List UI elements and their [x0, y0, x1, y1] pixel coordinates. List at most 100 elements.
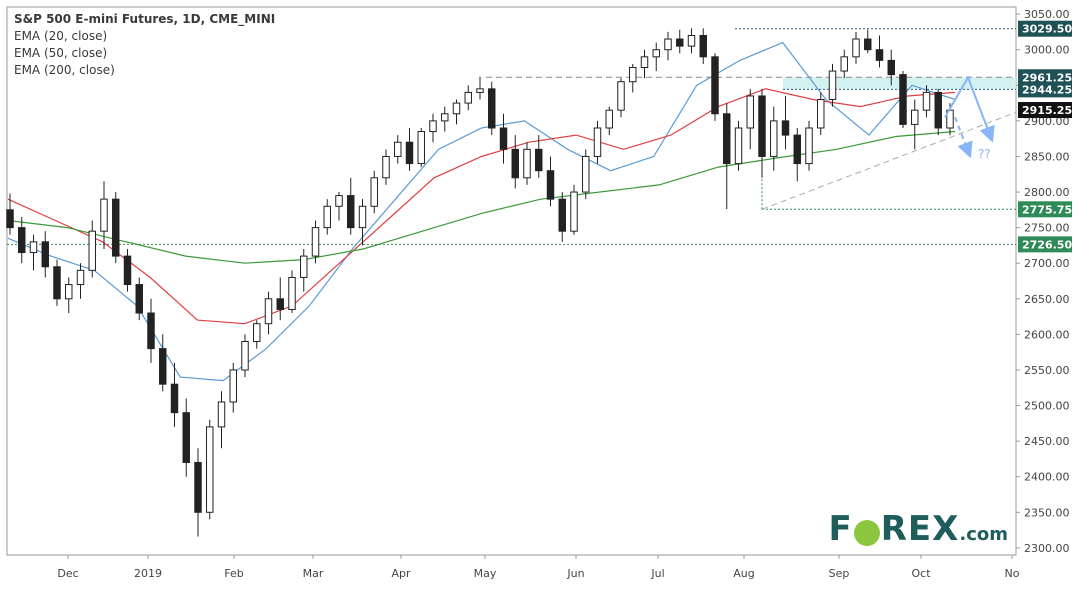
candle: [347, 177, 355, 235]
candle: [382, 149, 390, 185]
candle-body: [405, 141, 414, 165]
candle-body: [805, 127, 813, 165]
candle: [18, 216, 26, 264]
candle-body: [875, 49, 884, 61]
candle-body: [629, 66, 637, 83]
candle-body: [488, 88, 496, 129]
candle-body: [229, 369, 237, 403]
candle: [241, 334, 249, 378]
candle: [253, 320, 261, 349]
candle-body: [88, 230, 96, 271]
candle-body: [335, 195, 343, 207]
candle-body: [934, 91, 942, 129]
candle-body: [53, 266, 61, 300]
x-tick-label: Sep: [829, 567, 850, 580]
candle: [652, 42, 660, 72]
candle: [864, 29, 872, 54]
candle-body: [441, 113, 449, 122]
y-tick-label: 2350.00: [1024, 506, 1070, 519]
logo-suffix: .com: [959, 524, 1008, 545]
candle-body: [194, 461, 202, 513]
candle-body: [699, 34, 707, 58]
candle-body: [864, 38, 872, 51]
price-badge-bg: [1018, 69, 1072, 86]
candle: [899, 71, 907, 128]
candle-body: [570, 191, 578, 232]
candle: [664, 31, 672, 61]
y-tick-label: 2600.00: [1024, 328, 1070, 341]
candle: [88, 220, 96, 278]
candle-body: [182, 412, 190, 463]
price-badge-bg: [1018, 81, 1072, 98]
candle-body: [676, 38, 684, 47]
chart-title: S&P 500 E-mini Futures, 1D, CME_MINI: [14, 12, 276, 26]
y-tick-label: 2650.00: [1024, 293, 1070, 306]
candle: [323, 199, 331, 235]
candle: [734, 120, 743, 171]
candle: [76, 263, 85, 299]
x-tick-label: Jun: [566, 567, 584, 580]
candle: [159, 334, 167, 392]
candle-body: [828, 70, 837, 101]
candle-body: [382, 155, 390, 179]
candle-body: [311, 227, 320, 257]
price-badge-label: 2944.25: [1022, 83, 1072, 96]
candle-body: [41, 241, 49, 268]
candle: [65, 277, 73, 314]
candle: [911, 99, 919, 150]
legend-ema20: EMA (20, close): [14, 29, 108, 43]
candle-body: [452, 102, 461, 115]
candle: [41, 231, 49, 278]
candle: [887, 49, 895, 86]
candle-body: [135, 284, 143, 314]
candle-body: [18, 227, 26, 254]
ema-line-2: [7, 88, 956, 325]
candle-body: [734, 127, 743, 165]
candle: [488, 81, 496, 136]
plot-frame: [6, 6, 1017, 556]
candle-body: [746, 95, 754, 129]
candle: [852, 31, 860, 64]
candle-body: [546, 170, 555, 200]
candle-body: [781, 120, 790, 136]
y-tick-label: 2800.00: [1024, 186, 1070, 199]
candle-body: [347, 195, 355, 229]
y-tick-label: 2550.00: [1024, 364, 1070, 377]
candle-body: [112, 198, 120, 257]
candle: [194, 448, 202, 537]
logo-mid: REX: [880, 509, 960, 549]
candle: [687, 28, 696, 54]
candle: [875, 35, 884, 68]
forex-logo: F REX.com: [829, 509, 1009, 549]
candle-body: [429, 120, 437, 133]
candle-body: [687, 34, 696, 47]
y-tick-label: 2300.00: [1024, 542, 1070, 555]
trendline: [761, 111, 1017, 210]
candle: [817, 92, 825, 136]
candle: [394, 135, 402, 164]
candle-body: [817, 99, 825, 129]
candle-body: [417, 131, 425, 165]
candle: [605, 106, 613, 136]
price-badge-label: 2961.25: [1022, 71, 1072, 84]
price-badge-bg: [1018, 201, 1072, 218]
candle: [53, 259, 61, 306]
candle: [100, 181, 108, 249]
y-tick-label: 2900.00: [1024, 115, 1070, 128]
candle-body: [288, 276, 296, 310]
candle-body: [464, 91, 472, 104]
candle: [229, 362, 237, 413]
price-badge: 2726.50: [1018, 236, 1072, 253]
candle: [840, 49, 848, 79]
candle-body: [922, 91, 931, 111]
price-badge-bg: [1018, 102, 1072, 119]
candle-body: [300, 255, 308, 278]
candle: [723, 103, 731, 210]
candle-body: [899, 74, 907, 125]
candle: [805, 120, 813, 171]
candle-body: [711, 56, 719, 115]
candle: [781, 95, 790, 150]
candle: [922, 85, 931, 118]
candle-body: [206, 426, 214, 513]
